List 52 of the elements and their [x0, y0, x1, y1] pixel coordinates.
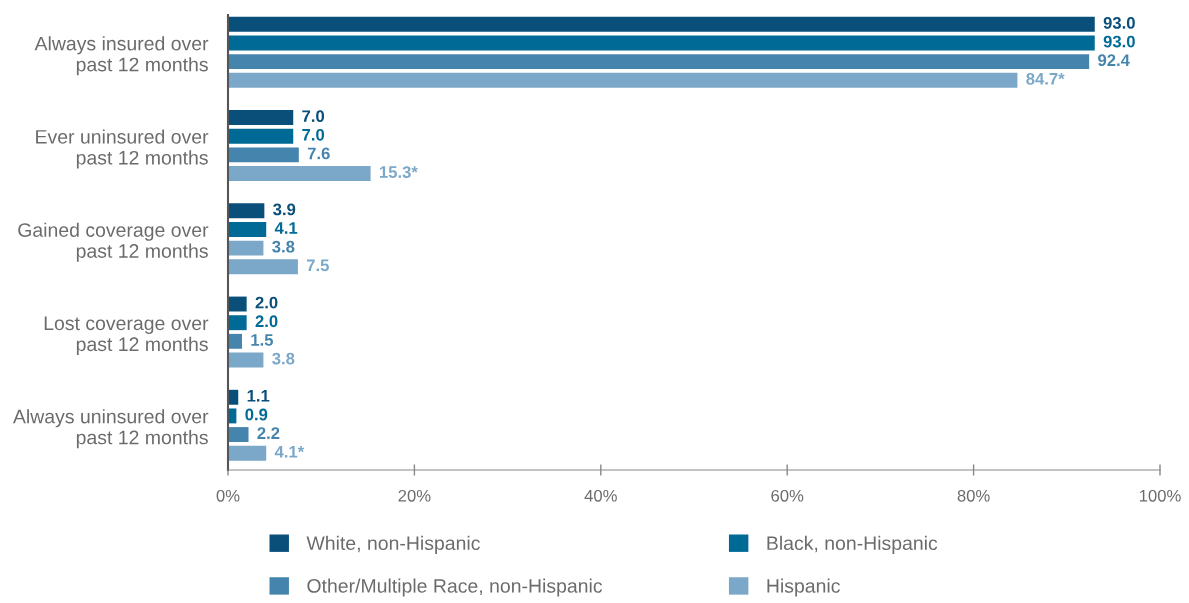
bar: [228, 352, 264, 368]
bar: [228, 221, 267, 237]
data-label: 4.1*: [274, 446, 305, 458]
data-label: 4.1: [274, 222, 298, 234]
bar: [228, 315, 247, 331]
bar: [228, 147, 299, 163]
data-label: 3.9: [273, 203, 296, 216]
bar: [228, 72, 1018, 88]
bar: [228, 35, 1095, 51]
bar: [228, 203, 265, 219]
bar: [228, 445, 267, 461]
bar: [228, 333, 242, 349]
data-label: 2.0: [255, 315, 278, 328]
data-label: 84.7*: [1026, 72, 1065, 85]
legend-label: White, non-Hispanic: [306, 535, 480, 554]
legend-label: Other/Multiple Race, non-Hispanic: [307, 578, 603, 597]
data-label: 92.4: [1098, 54, 1130, 67]
y-tick-label: Always uninsured over past 12 months: [12, 409, 209, 449]
x-tick-label: 100%: [1139, 489, 1181, 502]
data-label: 15.3*: [379, 166, 418, 178]
bar: [228, 128, 294, 144]
bar: [228, 110, 294, 126]
x-tick-label: 20%: [398, 489, 431, 502]
x-tick-label: 0%: [216, 489, 240, 502]
y-tick-label: Lost coverage over past 12 months: [44, 316, 209, 355]
data-label: 0.9: [245, 408, 268, 421]
x-tick-label: 40%: [584, 489, 617, 502]
y-tick-label: Always insured over past 12 months: [34, 36, 209, 76]
data-label: 3.8: [272, 352, 295, 365]
data-label: 2.0: [255, 296, 278, 309]
y-tick-label: Gained coverage over past 12 months: [18, 222, 209, 262]
data-label: 7.0: [302, 128, 325, 141]
bar: [228, 54, 1090, 70]
bar: [228, 296, 247, 312]
data-label: 93.0: [1103, 17, 1135, 29]
y-tick-label: Ever uninsured over past 12 months: [36, 129, 209, 169]
data-label: 7.6: [307, 147, 330, 160]
bar: [228, 427, 249, 443]
data-label: 7.0: [302, 110, 325, 123]
data-label: 1.1: [247, 390, 270, 402]
data-label: 2.2: [257, 427, 280, 439]
data-label: 1.5: [251, 334, 274, 346]
data-label: 3.8: [272, 240, 295, 253]
data-label: 7.5: [306, 259, 329, 272]
legend-label: Black, non-Hispanic: [767, 535, 938, 554]
bar: [228, 166, 371, 181]
x-tick-label: 80%: [957, 489, 990, 502]
bar: [228, 16, 1095, 32]
bar: [228, 259, 298, 275]
x-tick-label: 60%: [771, 489, 804, 502]
legend-label: Hispanic: [767, 578, 840, 597]
data-label: 93.0: [1103, 35, 1135, 48]
